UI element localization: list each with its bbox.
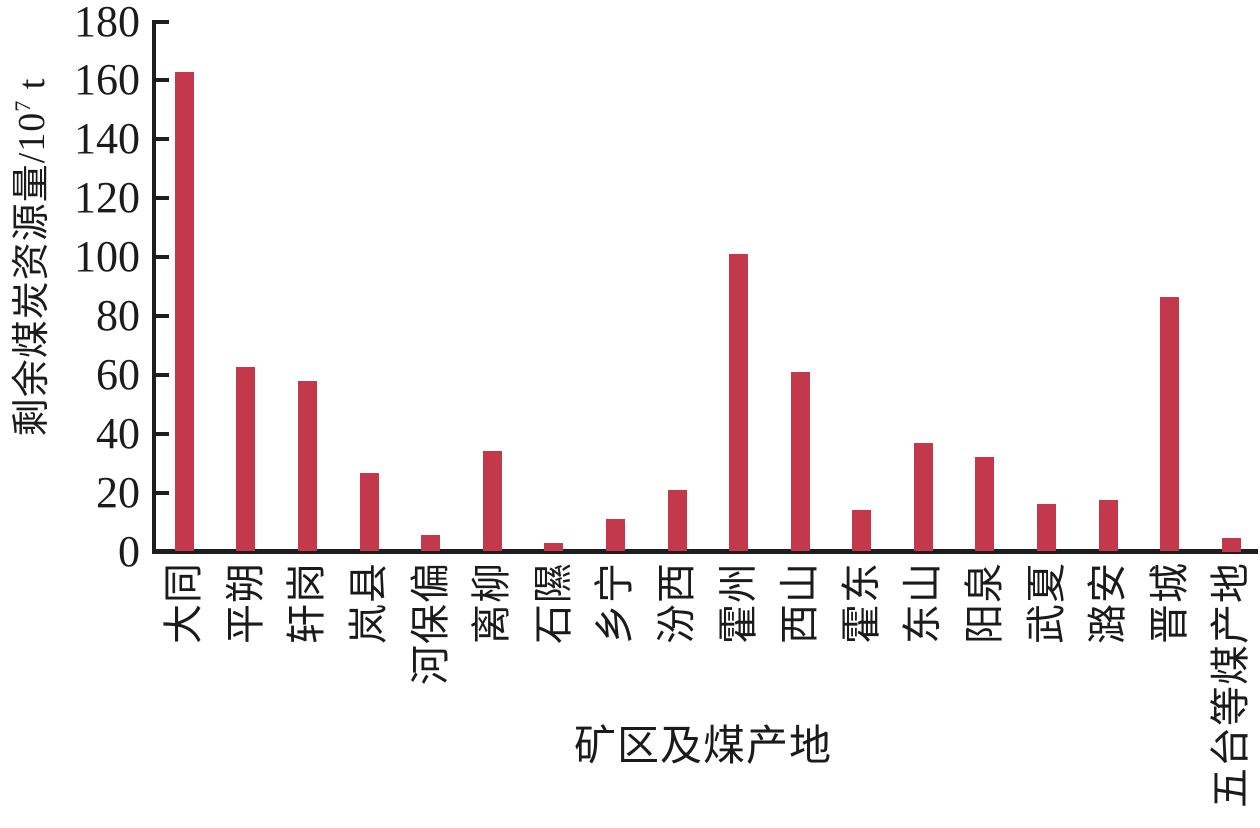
x-tick-label: 轩岗 — [284, 562, 330, 644]
bar-乡宁 — [605, 519, 625, 552]
y-tick-mark — [156, 196, 169, 201]
y-tick-mark — [156, 490, 169, 495]
bar-晋城 — [1160, 296, 1180, 552]
x-tick-label: 东山 — [900, 562, 946, 644]
bar-平朔 — [236, 367, 256, 552]
bar-霍州 — [729, 254, 749, 552]
y-axis-spine — [152, 19, 156, 552]
y-tick-label: 40 — [96, 408, 140, 458]
y-tick-label: 60 — [96, 349, 140, 399]
bar-汾西 — [667, 489, 687, 552]
y-tick-label: 80 — [96, 290, 140, 340]
bar-潞安 — [1098, 499, 1118, 552]
y-tick-label: 100 — [74, 232, 140, 282]
y-tick-label: 20 — [96, 467, 140, 517]
x-tick-label: 河保偏 — [407, 562, 453, 685]
x-tick-label: 离柳 — [469, 562, 515, 644]
x-tick-label: 大同 — [161, 562, 207, 644]
bar-霍东 — [852, 510, 872, 552]
x-tick-label: 潞安 — [1085, 562, 1131, 644]
bar-岚县 — [359, 473, 379, 552]
bar-河保偏 — [421, 535, 441, 552]
bar-轩岗 — [297, 380, 317, 552]
x-tick-label: 霍东 — [838, 562, 884, 644]
x-tick-label: 乡宁 — [592, 562, 638, 644]
x-tick-label: 晋城 — [1146, 562, 1192, 644]
bar-离柳 — [482, 451, 502, 552]
y-tick-label: 0 — [118, 526, 140, 576]
y-tick-mark — [156, 431, 169, 436]
x-tick-label: 霍州 — [715, 562, 761, 644]
bar-五台等煤产地 — [1221, 538, 1241, 552]
y-tick-mark — [156, 255, 169, 260]
x-tick-label: 汾西 — [654, 562, 700, 644]
bar-武夏 — [1037, 504, 1057, 552]
y-tick-label: 180 — [74, 0, 140, 46]
x-tick-label: 阳泉 — [961, 562, 1007, 644]
x-axis-title: 矿区及煤产地 — [574, 724, 833, 770]
x-tick-label: 西山 — [777, 562, 823, 644]
bar-东山 — [913, 442, 933, 552]
y-tick-label: 140 — [74, 114, 140, 164]
bar-西山 — [790, 371, 810, 552]
bar-阳泉 — [975, 457, 995, 552]
y-tick-mark — [156, 372, 169, 377]
y-tick-label: 160 — [74, 55, 140, 105]
bar-大同 — [174, 71, 194, 552]
x-tick-label: 平朔 — [222, 562, 268, 644]
x-tick-label: 石隰 — [530, 562, 576, 644]
x-tick-label: 武夏 — [1023, 562, 1069, 644]
y-tick-label: 120 — [74, 173, 140, 223]
y-tick-mark — [156, 137, 169, 142]
y-tick-mark — [156, 313, 169, 318]
y-tick-mark — [156, 78, 169, 83]
x-tick-label: 五台等煤产地 — [1208, 562, 1254, 808]
x-tick-label: 岚县 — [346, 562, 392, 644]
bar-石隰 — [544, 542, 564, 552]
x-axis-line — [152, 549, 1258, 554]
y-tick-mark — [156, 19, 169, 24]
